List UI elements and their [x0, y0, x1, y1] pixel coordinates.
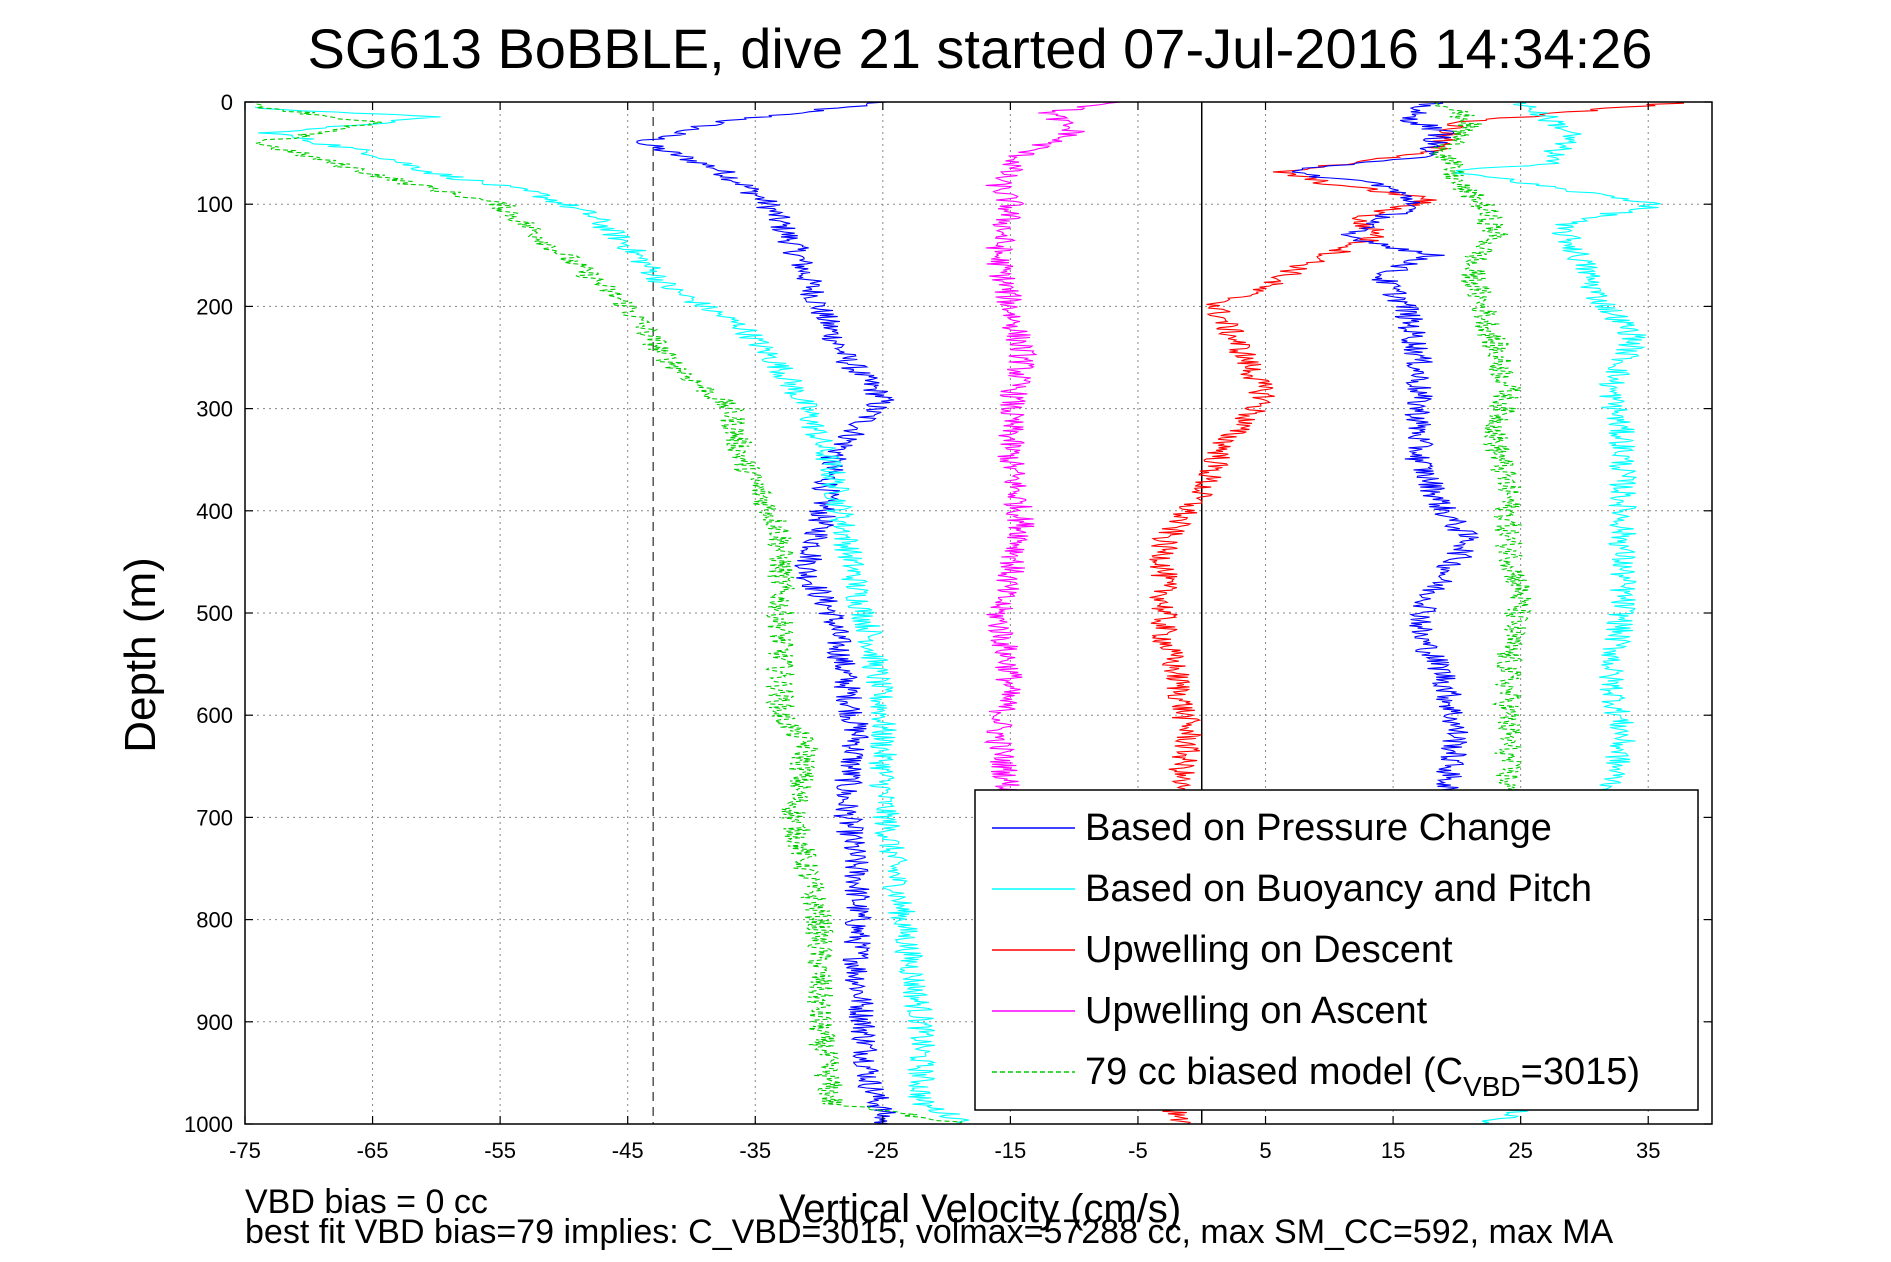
- y-axis-label: Depth (m): [116, 557, 165, 753]
- x-tick-label: -55: [484, 1138, 516, 1163]
- x-tick-label: -65: [357, 1138, 389, 1163]
- legend-entry: 79 cc biased model (CVBD=3015): [1085, 1051, 1640, 1102]
- y-tick-label: 800: [196, 908, 233, 933]
- y-tick-label: 200: [196, 294, 233, 319]
- x-axis-ticks: -75 -65 -55 -45 -35 -25 -15 -5 5 15 25 35: [229, 102, 1660, 1163]
- y-tick-label: 1000: [184, 1112, 233, 1137]
- y-tick-label: 0: [221, 90, 233, 115]
- y-tick-label: 900: [196, 1010, 233, 1035]
- best-fit-note: best fit VBD bias=79 implies: C_VBD=3015…: [245, 1213, 1614, 1251]
- x-axis-label: Vertical Velocity (cm/s): [779, 1187, 1181, 1231]
- legend-entry: Based on Pressure Change: [1085, 807, 1552, 849]
- x-tick-label: 35: [1636, 1138, 1660, 1163]
- legend-label-subscript: VBD: [1463, 1071, 1521, 1102]
- legend-entry: Based on Buoyancy and Pitch: [1085, 868, 1592, 910]
- legend-label: 79 cc biased model (C: [1085, 1051, 1463, 1093]
- legend-label: Based on Pressure Change: [1085, 807, 1552, 849]
- x-tick-label: 15: [1381, 1138, 1405, 1163]
- y-tick-label: 600: [196, 703, 233, 728]
- vbd-bias-note: VBD bias = 0 cc: [245, 1183, 488, 1221]
- x-tick-label: -5: [1128, 1138, 1148, 1163]
- series-line: [983, 101, 1122, 797]
- legend-box: [974, 789, 1699, 1111]
- x-tick-label: -25: [867, 1138, 899, 1163]
- x-tick-label: -75: [229, 1138, 261, 1163]
- y-tick-label: 300: [196, 397, 233, 422]
- series-line: [255, 103, 963, 1124]
- chart-title: SG613 BoBBLE, dive 21 started 07-Jul-201…: [308, 17, 1653, 80]
- x-tick-label: 25: [1508, 1138, 1532, 1163]
- y-tick-label: 700: [196, 805, 233, 830]
- legend-label: Based on Buoyancy and Pitch: [1085, 868, 1592, 910]
- y-tick-label: 100: [196, 192, 233, 217]
- legend-entry: Upwelling on Descent: [1085, 929, 1453, 971]
- x-tick-label: -35: [739, 1138, 771, 1163]
- y-axis-ticks: 0 100 200 300 400 500 600 700 800 900 1000: [184, 90, 1712, 1137]
- series-line: [1429, 101, 1532, 797]
- x-tick-label: 5: [1259, 1138, 1271, 1163]
- legend-label: Upwelling on Descent: [1085, 929, 1453, 971]
- series-line: [636, 101, 896, 1125]
- legend-entry: Upwelling on Ascent: [1085, 990, 1428, 1032]
- x-tick-label: -45: [612, 1138, 644, 1163]
- legend-label-suffix: =3015): [1521, 1051, 1640, 1093]
- legend-label: Upwelling on Ascent: [1085, 990, 1428, 1032]
- series-line: [254, 106, 969, 1124]
- series-line: [1291, 101, 1479, 797]
- y-tick-label: 400: [196, 499, 233, 524]
- legend: Based on Pressure Change Based on Buoyanc…: [974, 789, 1699, 1111]
- x-tick-label: -15: [994, 1138, 1026, 1163]
- y-tick-label: 500: [196, 601, 233, 626]
